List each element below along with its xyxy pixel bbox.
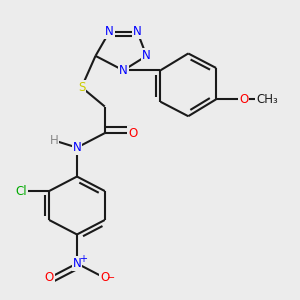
Text: O: O (239, 93, 248, 106)
Text: N: N (73, 141, 81, 154)
Text: O: O (128, 127, 137, 140)
Text: N: N (119, 64, 128, 77)
Text: N: N (73, 257, 81, 270)
Text: N: N (142, 50, 151, 62)
Text: S: S (78, 81, 85, 94)
Text: CH₃: CH₃ (256, 93, 278, 106)
Text: N: N (133, 25, 142, 38)
Text: −: − (106, 273, 115, 283)
Text: +: + (79, 254, 87, 264)
Text: O: O (44, 272, 54, 284)
Text: H: H (50, 134, 58, 147)
Text: N: N (105, 25, 114, 38)
Text: O: O (100, 272, 110, 284)
Text: Cl: Cl (16, 184, 27, 197)
